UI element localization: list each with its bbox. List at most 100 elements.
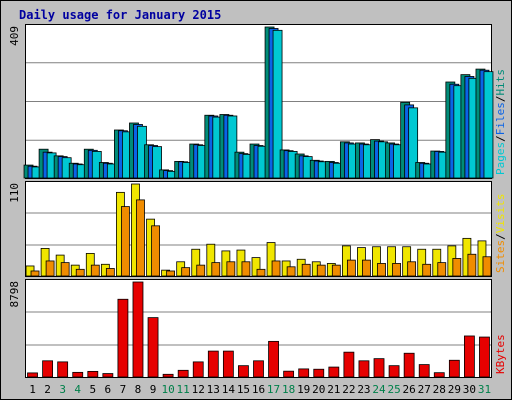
bar-pages-day-14: [227, 115, 238, 179]
bar-kbytes-day-17: [268, 340, 279, 378]
x-tick-label-day-19: 19: [297, 383, 310, 396]
panel-middle-legend: Sites/Visits: [494, 194, 507, 274]
panel-bottom-ymax-label: 8798: [8, 281, 21, 308]
panel-top-legend: Pages/Files/Hits: [494, 69, 507, 175]
x-tick-label-day-2: 2: [44, 383, 51, 396]
bar-sites-day-18: [286, 266, 296, 277]
panel-bottom-legend: KBytes: [494, 334, 507, 374]
bar-kbytes-day-9: [147, 317, 159, 378]
x-tick-label-day-24: 24: [372, 383, 386, 396]
bar-sites-day-3: [60, 262, 70, 277]
bar-kbytes-day-23: [358, 360, 370, 378]
bar-sites-day-10: [166, 270, 176, 277]
bar-kbytes-day-29: [448, 359, 460, 378]
x-tick-label-day-12: 12: [192, 383, 205, 396]
bar-sites-day-5: [90, 264, 100, 277]
x-tick-label-day-20: 20: [312, 383, 325, 396]
x-tick-label-day-18: 18: [282, 383, 295, 396]
bar-kbytes-day-19: [298, 368, 310, 378]
bar-sites-day-23: [362, 259, 371, 277]
bar-kbytes-day-16: [253, 360, 264, 378]
bar-sites-day-12: [196, 264, 206, 277]
panel-bottom: 8798 KBytes: [8, 279, 507, 378]
bar-sites-day-8: [136, 199, 145, 277]
bar-sites-day-4: [75, 268, 85, 277]
bar-kbytes-day-24: [373, 358, 385, 378]
bar-pages-day-9: [152, 146, 162, 179]
bar-visits-day-17: [266, 242, 276, 277]
bar-kbytes-day-22: [343, 351, 355, 378]
bar-kbytes-day-30: [463, 335, 475, 378]
panel-middle: 110 Sites/Visits: [8, 181, 507, 277]
x-tick-label-day-16: 16: [252, 383, 265, 396]
x-tick-label-day-21: 21: [327, 383, 340, 396]
bar-kbytes-day-12: [192, 361, 204, 378]
bar-sites-day-11: [181, 267, 191, 277]
bar-sites-day-13: [211, 262, 221, 277]
bar-visits-day-16: [251, 257, 261, 277]
bar-sites-day-22: [346, 259, 356, 277]
bar-sites-day-31: [482, 256, 492, 277]
bar-sites-day-14: [226, 261, 236, 277]
x-tick-label-day-10: 10: [161, 383, 174, 396]
x-tick-label-day-5: 5: [89, 383, 96, 396]
bar-sites-day-19: [301, 263, 311, 277]
bar-pages-day-26: [408, 107, 419, 179]
bar-sites-day-20: [316, 264, 326, 277]
bar-kbytes-day-25: [388, 365, 400, 378]
bar-kbytes-day-6: [102, 373, 114, 378]
bar-visits-day-26: [402, 246, 412, 277]
legend-top-item-0: Pages: [494, 142, 507, 175]
bar-pages-day-31: [483, 71, 494, 179]
bar-visits-day-24: [372, 246, 381, 277]
x-tick-label-day-28: 28: [433, 383, 446, 396]
bar-sites-day-27: [422, 263, 432, 277]
bar-sites-day-30: [467, 253, 477, 277]
bar-kbytes-day-28: [433, 372, 445, 378]
bar-sites-day-25: [392, 263, 401, 277]
bar-sites-day-15: [241, 261, 251, 277]
legend-middle-item-1: /: [494, 233, 507, 240]
bar-kbytes-day-1: [27, 372, 38, 378]
x-tick-label-day-30: 30: [463, 383, 476, 396]
bar-sites-day-2: [45, 260, 55, 277]
legend-middle-item-2: Visits: [494, 194, 507, 234]
bar-kbytes-day-5: [87, 370, 99, 378]
bar-visits-day-25: [387, 246, 396, 277]
bar-sites-day-9: [151, 225, 160, 277]
x-tick-label-day-26: 26: [403, 383, 416, 396]
x-tick-label-day-6: 6: [105, 383, 112, 396]
bar-sites-day-21: [331, 264, 341, 277]
bar-kbytes-day-26: [403, 352, 415, 378]
x-tick-label-day-3: 3: [59, 383, 66, 396]
legend-top-item-1: /: [494, 135, 507, 142]
bar-kbytes-day-4: [72, 371, 84, 378]
panel-bottom-border: [25, 279, 492, 378]
x-tick-label-day-23: 23: [357, 383, 370, 396]
x-tick-label-day-13: 13: [207, 383, 220, 396]
bar-visits-day-27: [417, 248, 427, 277]
bar-sites-day-26: [407, 261, 417, 277]
x-tick-label-day-8: 8: [135, 383, 142, 396]
legend-middle-item-0: Sites: [494, 240, 507, 273]
bar-kbytes-day-18: [283, 370, 295, 378]
bar-kbytes-day-31: [479, 336, 490, 378]
x-tick-label-day-25: 25: [387, 383, 400, 396]
bar-pages-day-17: [272, 29, 283, 179]
x-tick-label-day-14: 14: [222, 383, 236, 396]
bar-visits-day-13: [206, 243, 216, 277]
x-tick-label-day-31: 31: [478, 383, 491, 396]
bar-kbytes-day-27: [418, 364, 430, 378]
bar-kbytes-day-3: [57, 361, 69, 378]
x-tick-label-day-9: 9: [150, 383, 157, 396]
bar-kbytes-day-8: [132, 281, 144, 378]
x-tick-label-day-17: 17: [267, 383, 280, 396]
bar-kbytes-day-14: [222, 350, 234, 378]
bar-kbytes-day-7: [117, 298, 129, 378]
chart-panels: 409Pages/Files/Hits110Sites/Visits8798KB…: [8, 24, 507, 378]
bar-visits-day-5: [85, 253, 95, 277]
x-tick-label-day-27: 27: [418, 383, 431, 396]
bar-kbytes-day-20: [313, 368, 325, 378]
